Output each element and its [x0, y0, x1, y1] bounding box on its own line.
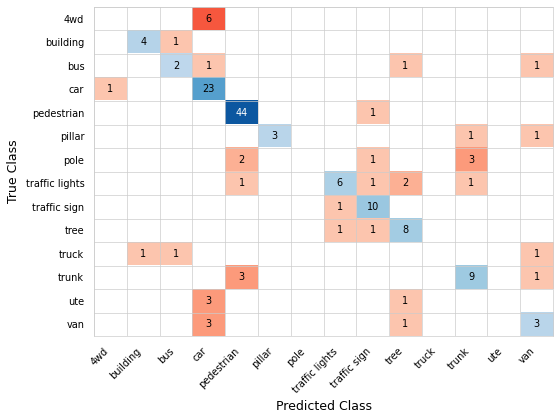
- Text: 1: 1: [337, 202, 343, 212]
- Text: 1: 1: [206, 61, 212, 71]
- Text: 1: 1: [468, 178, 474, 188]
- Text: 1: 1: [534, 273, 540, 282]
- Text: 1: 1: [534, 131, 540, 141]
- Text: 3: 3: [271, 131, 277, 141]
- Text: 1: 1: [403, 61, 409, 71]
- Text: 1: 1: [140, 249, 146, 259]
- Text: 1: 1: [370, 226, 376, 235]
- Text: 1: 1: [173, 249, 179, 259]
- Text: 1: 1: [239, 178, 245, 188]
- Text: 1: 1: [403, 296, 409, 306]
- X-axis label: Predicted Class: Predicted Class: [276, 400, 371, 413]
- Text: 1: 1: [108, 84, 114, 94]
- Text: 1: 1: [403, 319, 409, 329]
- Text: 1: 1: [534, 61, 540, 71]
- Text: 6: 6: [337, 178, 343, 188]
- Text: 3: 3: [239, 273, 245, 282]
- Text: 44: 44: [235, 108, 248, 118]
- Text: 1: 1: [337, 226, 343, 235]
- Text: 3: 3: [206, 319, 212, 329]
- Text: 1: 1: [468, 131, 474, 141]
- Text: 1: 1: [370, 108, 376, 118]
- Text: 2: 2: [403, 178, 409, 188]
- Text: 10: 10: [367, 202, 379, 212]
- Text: 1: 1: [370, 178, 376, 188]
- Text: 23: 23: [203, 84, 215, 94]
- Text: 3: 3: [468, 155, 474, 165]
- Text: 9: 9: [468, 273, 474, 282]
- Text: 8: 8: [403, 226, 409, 235]
- Text: 1: 1: [173, 37, 179, 47]
- Text: 2: 2: [173, 61, 179, 71]
- Text: 3: 3: [206, 296, 212, 306]
- Y-axis label: True Class: True Class: [7, 140, 20, 203]
- Text: 6: 6: [206, 14, 212, 24]
- Text: 1: 1: [370, 155, 376, 165]
- Text: 2: 2: [239, 155, 245, 165]
- Text: 1: 1: [534, 249, 540, 259]
- Text: 3: 3: [534, 319, 540, 329]
- Text: 4: 4: [140, 37, 146, 47]
